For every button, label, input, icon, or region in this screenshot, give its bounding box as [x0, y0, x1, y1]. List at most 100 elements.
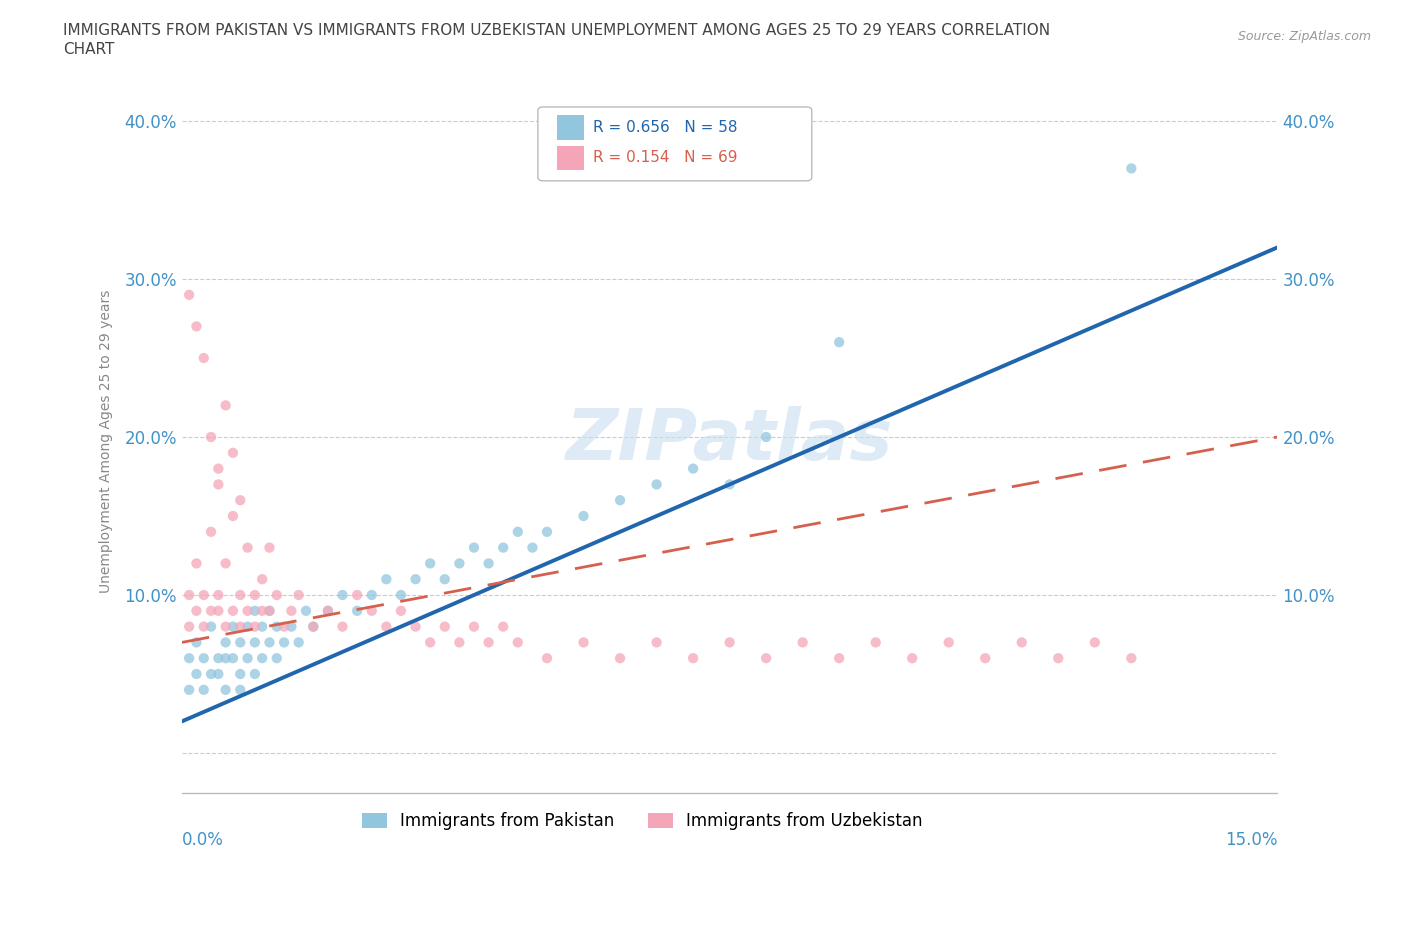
Point	[229, 683, 252, 698]
Point	[536, 651, 558, 666]
Point	[433, 619, 456, 634]
Point	[214, 683, 236, 698]
Point	[214, 635, 236, 650]
Point	[375, 572, 398, 587]
Point	[1121, 161, 1143, 176]
Point	[243, 635, 266, 650]
Point	[280, 604, 302, 618]
Point	[243, 667, 266, 682]
Point	[222, 604, 245, 618]
Point	[236, 540, 259, 555]
Point	[375, 619, 398, 634]
Point	[179, 683, 201, 698]
Point	[1011, 635, 1033, 650]
Point	[243, 588, 266, 603]
Point	[332, 619, 354, 634]
Point	[259, 604, 281, 618]
Point	[360, 604, 382, 618]
Point	[207, 588, 229, 603]
FancyBboxPatch shape	[557, 146, 583, 170]
Point	[346, 588, 368, 603]
Point	[250, 604, 273, 618]
Point	[645, 477, 668, 492]
Point	[645, 635, 668, 650]
Point	[316, 604, 339, 618]
Point	[250, 572, 273, 587]
Point	[718, 477, 741, 492]
Point	[179, 588, 201, 603]
Point	[200, 604, 222, 618]
Point	[200, 667, 222, 682]
Point	[492, 619, 515, 634]
Point	[222, 509, 245, 524]
Point	[718, 635, 741, 650]
Point	[179, 651, 201, 666]
Point	[449, 556, 471, 571]
Point	[222, 651, 245, 666]
Point	[828, 651, 851, 666]
Point	[901, 651, 924, 666]
Point	[229, 635, 252, 650]
Point	[755, 651, 778, 666]
Point	[259, 540, 281, 555]
Point	[229, 588, 252, 603]
Text: R = 0.154   N = 69: R = 0.154 N = 69	[593, 150, 737, 166]
Text: CHART: CHART	[63, 42, 115, 57]
Point	[1121, 651, 1143, 666]
Point	[295, 604, 318, 618]
Point	[193, 619, 215, 634]
Point	[250, 651, 273, 666]
Text: R = 0.656   N = 58: R = 0.656 N = 58	[593, 120, 737, 135]
Text: ZIPatlas: ZIPatlas	[567, 406, 893, 475]
Point	[389, 604, 412, 618]
Point	[360, 588, 382, 603]
Point	[1084, 635, 1107, 650]
Point	[792, 635, 814, 650]
Point	[938, 635, 960, 650]
Point	[506, 525, 529, 539]
Point	[222, 445, 245, 460]
Point	[478, 556, 501, 571]
Point	[214, 398, 236, 413]
Point	[236, 619, 259, 634]
Point	[449, 635, 471, 650]
Point	[207, 667, 229, 682]
Point	[492, 540, 515, 555]
Point	[419, 556, 441, 571]
Point	[302, 619, 325, 634]
Point	[536, 525, 558, 539]
Point	[229, 667, 252, 682]
Point	[207, 651, 229, 666]
Point	[974, 651, 997, 666]
Point	[193, 651, 215, 666]
Y-axis label: Unemployment Among Ages 25 to 29 years: Unemployment Among Ages 25 to 29 years	[100, 289, 114, 592]
Point	[186, 319, 208, 334]
Point	[865, 635, 887, 650]
FancyBboxPatch shape	[538, 107, 811, 180]
Point	[214, 651, 236, 666]
Legend: Immigrants from Pakistan, Immigrants from Uzbekistan: Immigrants from Pakistan, Immigrants fro…	[354, 805, 929, 837]
Point	[207, 604, 229, 618]
Point	[316, 604, 339, 618]
Point	[243, 619, 266, 634]
Point	[186, 556, 208, 571]
Point	[478, 635, 501, 650]
Point	[280, 619, 302, 634]
Point	[186, 604, 208, 618]
Point	[207, 477, 229, 492]
Point	[682, 651, 704, 666]
Point	[287, 588, 309, 603]
Text: Source: ZipAtlas.com: Source: ZipAtlas.com	[1237, 30, 1371, 43]
Point	[207, 461, 229, 476]
Point	[200, 430, 222, 445]
Point	[266, 651, 288, 666]
Point	[273, 635, 295, 650]
Point	[266, 588, 288, 603]
Point	[259, 635, 281, 650]
Point	[243, 604, 266, 618]
Point	[609, 493, 631, 508]
Point	[214, 619, 236, 634]
Point	[419, 635, 441, 650]
Point	[405, 619, 427, 634]
Point	[287, 635, 309, 650]
